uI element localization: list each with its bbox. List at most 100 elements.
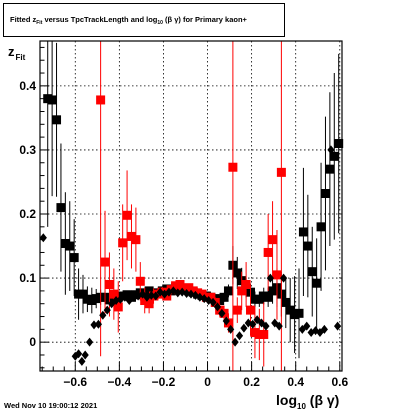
data-point-square-s1-p8 <box>131 235 141 245</box>
data-point-diamond-34 <box>213 302 222 312</box>
data-point-square-s1-p9 <box>135 276 145 286</box>
data-point-diamond-36 <box>222 316 230 326</box>
title-prefix: Fitted z <box>10 15 37 24</box>
data-point-square-s1-p25 <box>206 292 216 302</box>
data-point-square-s1-p32 <box>237 286 247 296</box>
data-point-square-s0-p40 <box>219 292 229 302</box>
x-tick-label-6: 0.6 <box>331 375 348 389</box>
data-point-square-s0-p64 <box>325 164 335 174</box>
data-point-diamond-25 <box>174 288 182 298</box>
data-point-diamond-19 <box>147 290 155 300</box>
data-point-diamond-38 <box>231 337 239 347</box>
data-point-square-s1-p38 <box>263 247 273 257</box>
data-point-diamond-49 <box>279 273 288 283</box>
x-tick-label-1: −0.4 <box>108 375 132 389</box>
data-point-square-s1-p29 <box>223 318 233 328</box>
data-point-square-s1-p39 <box>268 235 278 245</box>
data-point-diamond-0 <box>39 233 47 243</box>
data-point-square-s0-p65 <box>329 151 339 161</box>
data-point-square-s0-p8 <box>78 289 88 299</box>
y-tick-label-1: 0.1 <box>19 271 36 285</box>
data-point-square-s0-p59 <box>303 241 313 251</box>
data-point-diamond-46 <box>266 273 274 283</box>
data-point-square-s1-p11 <box>144 299 154 309</box>
data-point-square-s0-p63 <box>320 189 330 199</box>
data-point-square-s0-p62 <box>316 222 326 232</box>
y-axis-label-main: z <box>8 44 15 59</box>
data-point-square-s1-p33 <box>241 279 251 289</box>
data-point-diamond-54 <box>316 328 324 338</box>
data-point-square-s0-p61 <box>312 278 322 288</box>
title-subscript-10: 10 <box>157 20 163 26</box>
timestamp: Wed Nov 10 19:00:12 2021 <box>4 401 98 410</box>
data-point-diamond-45 <box>262 321 270 331</box>
data-point-square-s0-p3 <box>56 203 66 213</box>
data-point-square-s1-p37 <box>259 329 269 339</box>
data-point-square-s1-p18 <box>175 279 185 289</box>
y-tick-label-2: 0.2 <box>19 207 36 221</box>
x-axis-label: log10 (β γ) <box>276 392 340 411</box>
data-point-square-s0-p2 <box>52 115 62 125</box>
data-point-square-s0-p60 <box>307 267 317 277</box>
data-point-square-s1-p15 <box>162 291 172 301</box>
data-point-diamond-48 <box>275 321 283 331</box>
data-point-diamond-10 <box>108 299 116 309</box>
data-point-diamond-20 <box>152 291 160 301</box>
data-point-square-s0-p6 <box>69 253 79 263</box>
x-tick-label-0: −0.6 <box>63 375 87 389</box>
data-point-square-s1-p6 <box>122 210 132 220</box>
chart-title: Fitted zFit versus TpcTrackLength and lo… <box>10 15 247 26</box>
x-axis-label-suffix: (β γ) <box>305 392 340 408</box>
data-point-diamond-2 <box>74 349 83 359</box>
data-point-diamond-7 <box>94 319 103 329</box>
data-point-diamond-5 <box>85 337 94 347</box>
data-point-square-s1-p34 <box>246 305 256 315</box>
data-point-square-s0-p66 <box>334 139 344 149</box>
data-point-diamond-37 <box>227 324 235 334</box>
y-axis-label: zFit <box>8 44 26 62</box>
data-point-diamond-43 <box>253 315 261 325</box>
data-point-diamond-9 <box>103 305 111 315</box>
data-point-diamond-39 <box>235 331 244 341</box>
y-axis-label-sub: Fit <box>15 53 26 62</box>
data-point-square-s0-p5 <box>65 241 75 251</box>
data-point-square-s0-p1 <box>47 95 57 105</box>
data-point-square-s1-p30 <box>228 162 238 172</box>
data-point-square-s1-p0 <box>96 95 106 105</box>
title-box: Fitted zFit versus TpcTrackLength and lo… <box>3 3 285 37</box>
y-tick-label-3: 0.3 <box>19 143 36 157</box>
x-axis-label-main: log <box>276 392 297 408</box>
data-point-diamond-52 <box>307 328 315 338</box>
data-point-square-s1-p40 <box>272 270 282 280</box>
data-point-diamond-12 <box>116 294 125 304</box>
data-point-square-s1-p2 <box>104 279 114 289</box>
x-axis-label-sub: 10 <box>297 402 306 411</box>
y-tick-label-0: 0 <box>29 335 36 349</box>
data-point-square-s0-p43 <box>232 268 242 278</box>
title-subscript-fit: Fit <box>36 20 43 26</box>
x-tick-label-4: 0.2 <box>243 375 260 389</box>
data-point-diamond-6 <box>90 320 98 330</box>
data-point-square-s0-p58 <box>298 227 308 237</box>
title-middle: versus TpcTrackLength and log <box>42 15 158 24</box>
data-point-diamond-55 <box>320 324 328 334</box>
title-suffix: (β γ) for Primary kaon+ <box>162 15 247 24</box>
data-point-diamond-57 <box>333 321 342 331</box>
data-point-diamond-33 <box>209 297 217 307</box>
data-point-square-s1-p3 <box>109 289 119 299</box>
data-point-diamond-3 <box>78 356 86 366</box>
data-point-square-s1-p4 <box>113 302 123 312</box>
data-point-diamond-4 <box>81 350 89 360</box>
data-point-square-s1-p41 <box>276 167 286 177</box>
data-point-diamond-51 <box>303 321 311 331</box>
data-point-square-s1-p31 <box>232 305 242 315</box>
data-point-diamond-40 <box>240 323 248 333</box>
x-tick-label-3: 0 <box>204 375 211 389</box>
x-tick-label-2: −0.2 <box>152 375 176 389</box>
data-point-square-s0-p54 <box>281 297 291 307</box>
data-point-square-s1-p5 <box>118 238 128 248</box>
plot-frame <box>39 40 343 372</box>
data-point-square-s0-p50 <box>263 292 273 302</box>
data-point-square-s1-p1 <box>100 257 110 267</box>
